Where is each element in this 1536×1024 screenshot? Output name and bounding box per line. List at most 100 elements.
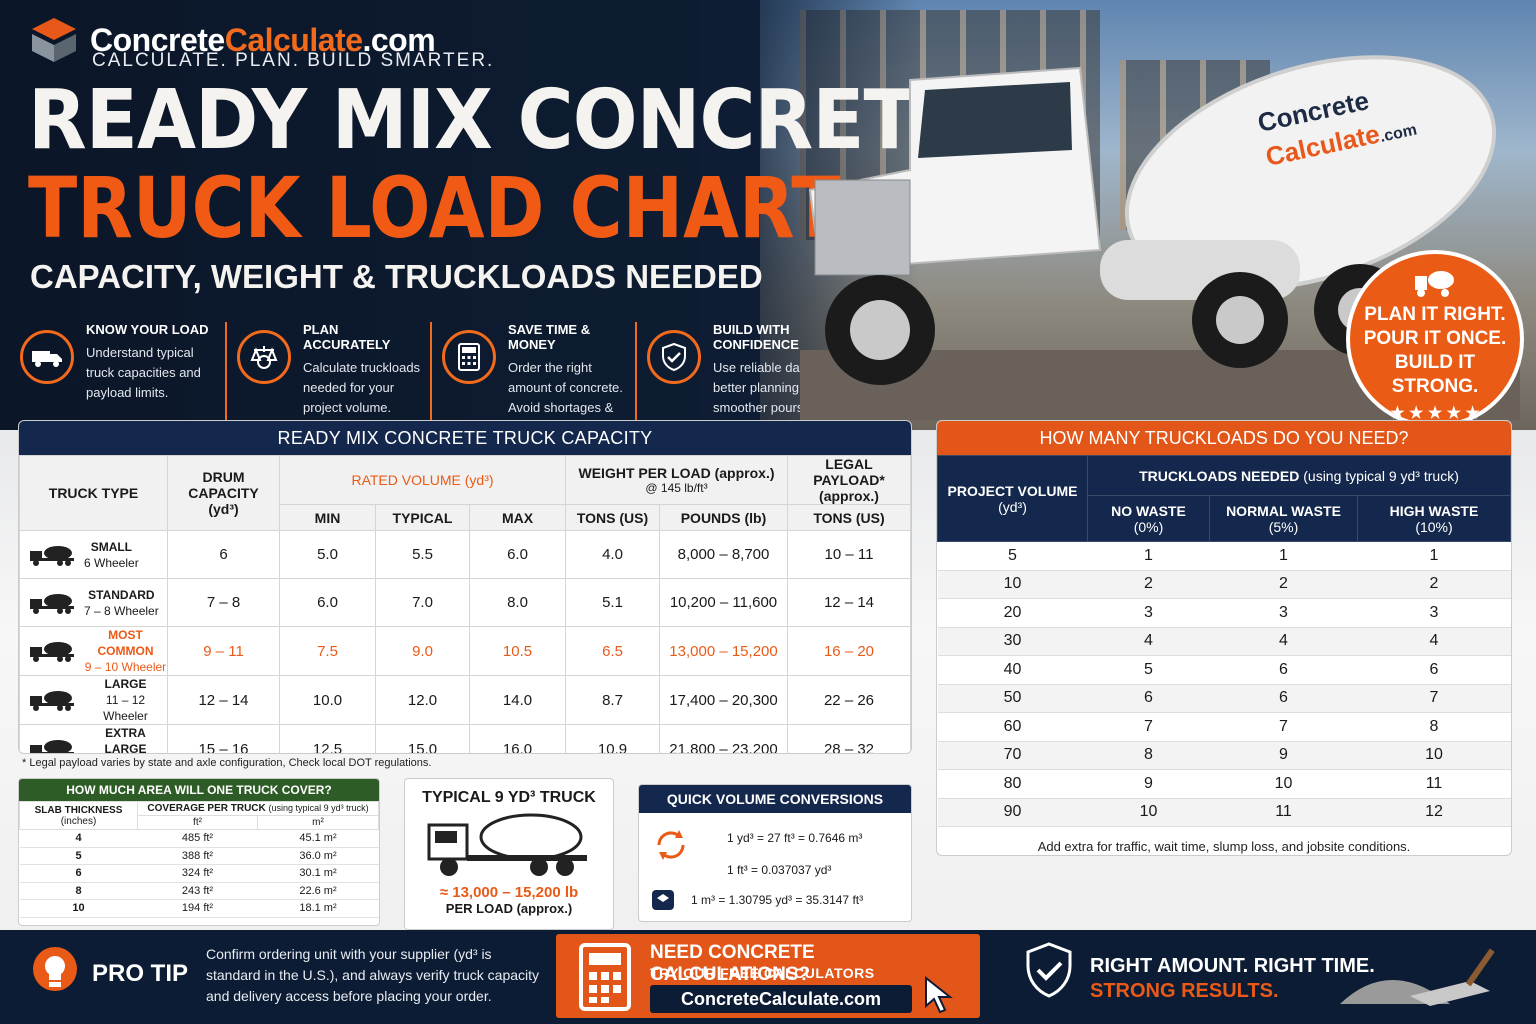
truckloads-panel: HOW MANY TRUCKLOADS DO YOU NEED? PROJECT… <box>936 420 1512 856</box>
area-cell: 18.1 m² <box>257 899 379 918</box>
area-row: 4 485 ft² 45.1 m² <box>19 829 379 848</box>
truckloads-row: 40 5 6 6 <box>937 655 1511 685</box>
cell-tons: 4.0 <box>565 530 660 579</box>
typical-truck-title: TYPICAL 9 YD³ TRUCK <box>422 789 596 806</box>
truckloads-cell: 12 <box>1357 798 1511 827</box>
area-cell: 5 <box>19 847 138 865</box>
brand-tagline: CALCULATE. PLAN. BUILD SMARTER. <box>92 50 495 71</box>
conversion-ft3: 1 ft³ = 0.037037 yd³ <box>727 863 832 877</box>
truck-type-name: SMALL <box>90 539 133 554</box>
typical-truck-panel: TYPICAL 9 YD³ TRUCK ≈ 13,000 – 15,200 lb… <box>404 778 614 930</box>
truckloads-cell: 10 <box>937 570 1088 599</box>
truckloads-cell: 6 <box>1209 655 1358 685</box>
truckloads-row: 60 7 7 8 <box>937 712 1511 742</box>
cell-tons: 6.5 <box>565 626 660 676</box>
cell-min: 7.5 <box>279 626 376 676</box>
scale-icon <box>237 330 291 384</box>
mixer-truck-icon <box>30 642 74 662</box>
cell-max: 10.5 <box>469 626 566 676</box>
mixer-truck-icon <box>427 813 587 876</box>
truckloads-cell: 60 <box>937 712 1088 742</box>
cell-max: 8.0 <box>469 578 566 627</box>
concrete-pile-trowel-icon <box>1340 948 1495 1006</box>
truckloads-note: Add extra for traffic, wait time, slump … <box>1037 839 1411 854</box>
truckloads-cell: 10 <box>1357 741 1511 770</box>
truckloads-cell: 11 <box>1209 798 1358 827</box>
cell-drum: 12 – 14 <box>167 675 280 725</box>
area-cell: 8 <box>19 882 138 900</box>
area-title: HOW MUCH AREA WILL ONE TRUCK COVER? <box>19 779 379 801</box>
truckloads-title: HOW MANY TRUCKLOADS DO YOU NEED? <box>937 421 1511 455</box>
area-panel: HOW MUCH AREA WILL ONE TRUCK COVER? SLAB… <box>18 778 380 926</box>
truckloads-cell: 30 <box>937 627 1088 656</box>
truckloads-cell: 3 <box>1209 598 1358 628</box>
cell-typ: 12.0 <box>375 675 470 725</box>
area-cell: 324 ft² <box>137 864 258 883</box>
truck-type-name: MOST COMMON <box>97 628 154 658</box>
capacity-row: SMALL 6 Wheeler 6 5.0 5.5 6.0 4.0 8,000 – 8,700… <box>19 530 911 579</box>
page-subtitle: CAPACITY, WEIGHT & TRUCKLOADS NEEDED <box>30 258 763 295</box>
truckloads-cell: 20 <box>937 598 1088 628</box>
brand-name: ConcreteCalculate.com <box>90 21 436 58</box>
area-cell: 388 ft² <box>137 847 258 865</box>
truckloads-cell: 1 <box>1357 541 1511 571</box>
cell-lb: 13,000 – 15,200 <box>659 626 788 676</box>
area-cell: 36.0 m² <box>257 847 379 865</box>
capacity-row: EXTRA LARGETri/Axle15 – 1612.515.016.010… <box>19 724 911 753</box>
cell-max: 6.0 <box>469 530 566 579</box>
area-row: 6 324 ft² 30.1 m² <box>19 864 379 883</box>
calculator-icon <box>579 943 631 1011</box>
cell-tons: 8.7 <box>565 675 660 725</box>
truckloads-cell: 2 <box>1209 570 1358 599</box>
calculator-cta[interactable]: NEED CONCRETE CALCULATIONS? TRY OUR FREE… <box>556 934 980 1018</box>
truckloads-cell: 7 <box>1357 684 1511 713</box>
area-cell: 4 <box>19 829 138 848</box>
truckloads-row: 90 10 11 12 <box>937 798 1511 827</box>
truckloads-row: 10 2 2 2 <box>937 570 1511 599</box>
cell-typ: 15.0 <box>375 724 470 753</box>
area-cell: 22.6 m² <box>257 882 379 900</box>
truckloads-cell: 8 <box>1087 741 1210 770</box>
slogan-badge: PLAN IT RIGHT. POUR IT ONCE. BUILD IT ST… <box>1346 250 1524 428</box>
cell-lb: 17,400 – 20,300 <box>659 675 788 725</box>
cell-typ: 7.0 <box>375 578 470 627</box>
cell-tons: 5.1 <box>565 578 660 627</box>
cube-icon <box>652 890 674 910</box>
area-cell: 30.1 m² <box>257 864 379 883</box>
cell-tons: 10.9 <box>565 724 660 753</box>
truckloads-cell: 90 <box>937 798 1088 827</box>
truckloads-cell: 6 <box>1087 684 1210 713</box>
truckloads-cell: 11 <box>1357 769 1511 799</box>
truckloads-cell: 5 <box>937 541 1088 571</box>
mixer-truck-icon <box>30 593 74 614</box>
truckloads-cell: 8 <box>1357 712 1511 742</box>
cell-lb: 21,800 – 23,200 <box>659 724 788 753</box>
truckloads-row: 50 6 6 7 <box>937 684 1511 713</box>
capacity-row: MOST COMMON 9 – 10 Wheeler 9 – 11 7.5 9.0 10.… <box>19 626 911 676</box>
truck-type-name: LARGE <box>104 677 147 691</box>
website-link-button[interactable]: ConcreteCalculate.com <box>650 985 912 1013</box>
page-title-line2: TRUCK LOAD CHART <box>28 159 841 257</box>
footer-slogan-1: RIGHT AMOUNT. RIGHT TIME. <box>1090 955 1375 977</box>
refresh-arrows-icon <box>657 830 685 860</box>
capacity-footnote: * Legal payload varies by state and axle… <box>22 757 432 769</box>
area-cell: 243 ft² <box>137 882 258 900</box>
cell-max: 16.0 <box>469 724 566 753</box>
cell-legal: 16 – 20 <box>787 626 911 676</box>
truckloads-row: 80 9 10 11 <box>937 769 1511 799</box>
brand-logo[interactable]: ConcreteCalculate.com <box>28 14 436 66</box>
truck-type-name: STANDARD <box>88 587 155 602</box>
cta-heading: NEED CONCRETE CALCULATIONS? <box>650 942 815 985</box>
truckloads-cell: 7 <box>1209 712 1358 742</box>
truckloads-cell: 6 <box>1357 655 1511 685</box>
area-cell: 10 <box>19 899 138 918</box>
cell-lb: 8,000 – 8,700 <box>659 530 788 579</box>
cell-typ: 9.0 <box>375 626 470 676</box>
area-row: 8 243 ft² 22.6 m² <box>19 882 379 900</box>
truckloads-cell: 3 <box>1357 598 1511 628</box>
pro-tip-label: PRO TIP <box>92 960 189 987</box>
feature-plan: PLAN ACCURATELY Calculate truckloads need… <box>225 322 430 438</box>
truck-type-sub: 7 – 8 Wheeler <box>84 603 159 618</box>
truckloads-cell: 1 <box>1209 541 1358 571</box>
cursor-pointer-icon <box>925 976 953 1014</box>
